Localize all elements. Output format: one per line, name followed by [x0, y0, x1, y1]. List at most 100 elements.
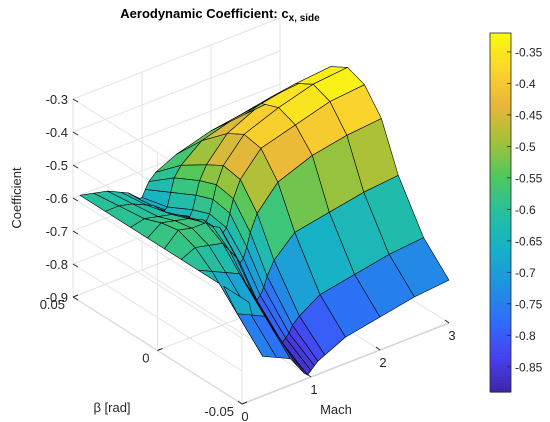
colorbar-segment [490, 329, 511, 333]
colorbar-segment [490, 179, 511, 184]
colorbar-tick-label: -0.8 [515, 329, 536, 343]
colorbar-segment [490, 338, 511, 342]
colorbar-segment [490, 65, 511, 70]
colorbar-segment [490, 140, 511, 145]
colorbar-segment [490, 221, 511, 226]
colorbar-segment [490, 194, 511, 199]
colorbar-segment [490, 92, 511, 97]
colorbar-segment [490, 182, 511, 187]
colorbar-segment [490, 383, 511, 387]
tick-labels: -0.9 -0.8 -0.7 -0.6 -0.5 -0.4 -0.3 0 1 2 3 -0.05 0 0.… [40, 92, 456, 422]
z-tick-label: -0.7 [46, 224, 68, 239]
colorbar-segment [490, 290, 511, 294]
colorbar-segment [490, 197, 511, 202]
colorbar-segment [490, 236, 511, 241]
z-tick-label: -0.8 [46, 257, 68, 272]
colorbar-segment [490, 311, 511, 315]
colorbar-segment [490, 299, 511, 303]
colorbar-segment [490, 374, 511, 378]
colorbar-segment [490, 323, 511, 327]
colorbar-tick-label: -0.5 [515, 140, 536, 154]
colorbar-segment [490, 128, 511, 133]
colorbar-segment [490, 158, 511, 163]
colorbar-segment [490, 47, 511, 52]
x-tick-label: 2 [379, 355, 386, 370]
colorbar-segment [490, 302, 511, 306]
colorbar-segment [490, 248, 511, 252]
colorbar-segment [490, 134, 511, 139]
colorbar-segment [490, 101, 511, 106]
colorbar-segment [490, 275, 511, 279]
y-tick-label: 0 [142, 351, 149, 366]
colorbar-segment [490, 89, 511, 94]
colorbar-tick-label: -0.65 [515, 234, 543, 248]
colorbar-segment [490, 122, 511, 127]
colorbar-segment [490, 269, 511, 273]
colorbar-segment [490, 341, 511, 345]
colorbar-segment [490, 191, 511, 196]
colorbar-segment [490, 233, 511, 238]
colorbar-segment [490, 266, 511, 270]
surface-patch [388, 237, 450, 298]
colorbar-segment [490, 209, 511, 214]
colorbar-segment [490, 314, 511, 318]
colorbar-segment [490, 224, 511, 229]
colorbar-segment [490, 380, 511, 384]
colorbar-segment [490, 170, 511, 175]
colorbar-segment [490, 203, 511, 208]
z-tick-label: -0.5 [46, 158, 68, 173]
colorbar-segment [490, 296, 511, 300]
z-tick-label: -0.3 [46, 92, 68, 107]
colorbar-segment [490, 272, 511, 276]
colorbar-segment [490, 41, 511, 46]
colorbar-tick-label: -0.7 [515, 266, 536, 280]
colorbar-segment [490, 305, 511, 309]
colorbar-segment [490, 143, 511, 148]
x-tick-label: 1 [310, 382, 317, 397]
colorbar-segment [490, 350, 511, 354]
colorbar-segment [490, 62, 511, 67]
colorbar-segment [490, 239, 511, 244]
colorbar-segment [490, 35, 511, 40]
surface-plot [79, 66, 450, 376]
colorbar-segment [490, 74, 511, 79]
colorbar-segment [490, 68, 511, 73]
colorbar-segment [490, 86, 511, 91]
colorbar-segment [490, 251, 511, 255]
colorbar-segment [490, 326, 511, 330]
colorbar-segment [490, 287, 511, 291]
colorbar-tick-label: -0.85 [515, 360, 543, 374]
colorbar-segment [490, 353, 511, 357]
colorbar-segment [490, 362, 511, 366]
colorbar-tick-label: -0.35 [515, 45, 543, 59]
colorbar-segment [490, 347, 511, 351]
colorbar-segment [490, 146, 511, 151]
colorbar-segment [490, 71, 511, 76]
colorbar-segment [490, 227, 511, 232]
x-tick-label: 0 [241, 409, 248, 422]
colorbar-segment [490, 95, 511, 100]
colorbar-segment [490, 293, 511, 297]
colorbar-segment [490, 137, 511, 142]
colorbar-segment [490, 107, 511, 112]
colorbar-segment [490, 344, 511, 348]
colorbar-segment [490, 149, 511, 154]
y-tick-label: 0.05 [40, 297, 65, 312]
colorbar-frame [489, 32, 512, 393]
x-axis-label: Mach [320, 402, 352, 417]
colorbar-segment [490, 125, 511, 130]
colorbar-segment [490, 230, 511, 235]
colorbar-segment [490, 368, 511, 372]
z-tick-label: -0.4 [46, 125, 68, 140]
colorbar-segment [490, 371, 511, 375]
colorbar-segment [490, 386, 511, 390]
colorbar-segment [490, 59, 511, 64]
colorbar-segment [490, 218, 511, 223]
colorbar: -0.35 -0.4 -0.45 -0.5 -0.55 -0.6 -0.65 -0.7 -0.7… [489, 32, 543, 393]
z-tick-label: -0.6 [46, 191, 68, 206]
colorbar-segment [490, 215, 511, 220]
colorbar-segment [490, 281, 511, 285]
colorbar-segment [490, 104, 511, 109]
colorbar-segment [490, 188, 511, 193]
